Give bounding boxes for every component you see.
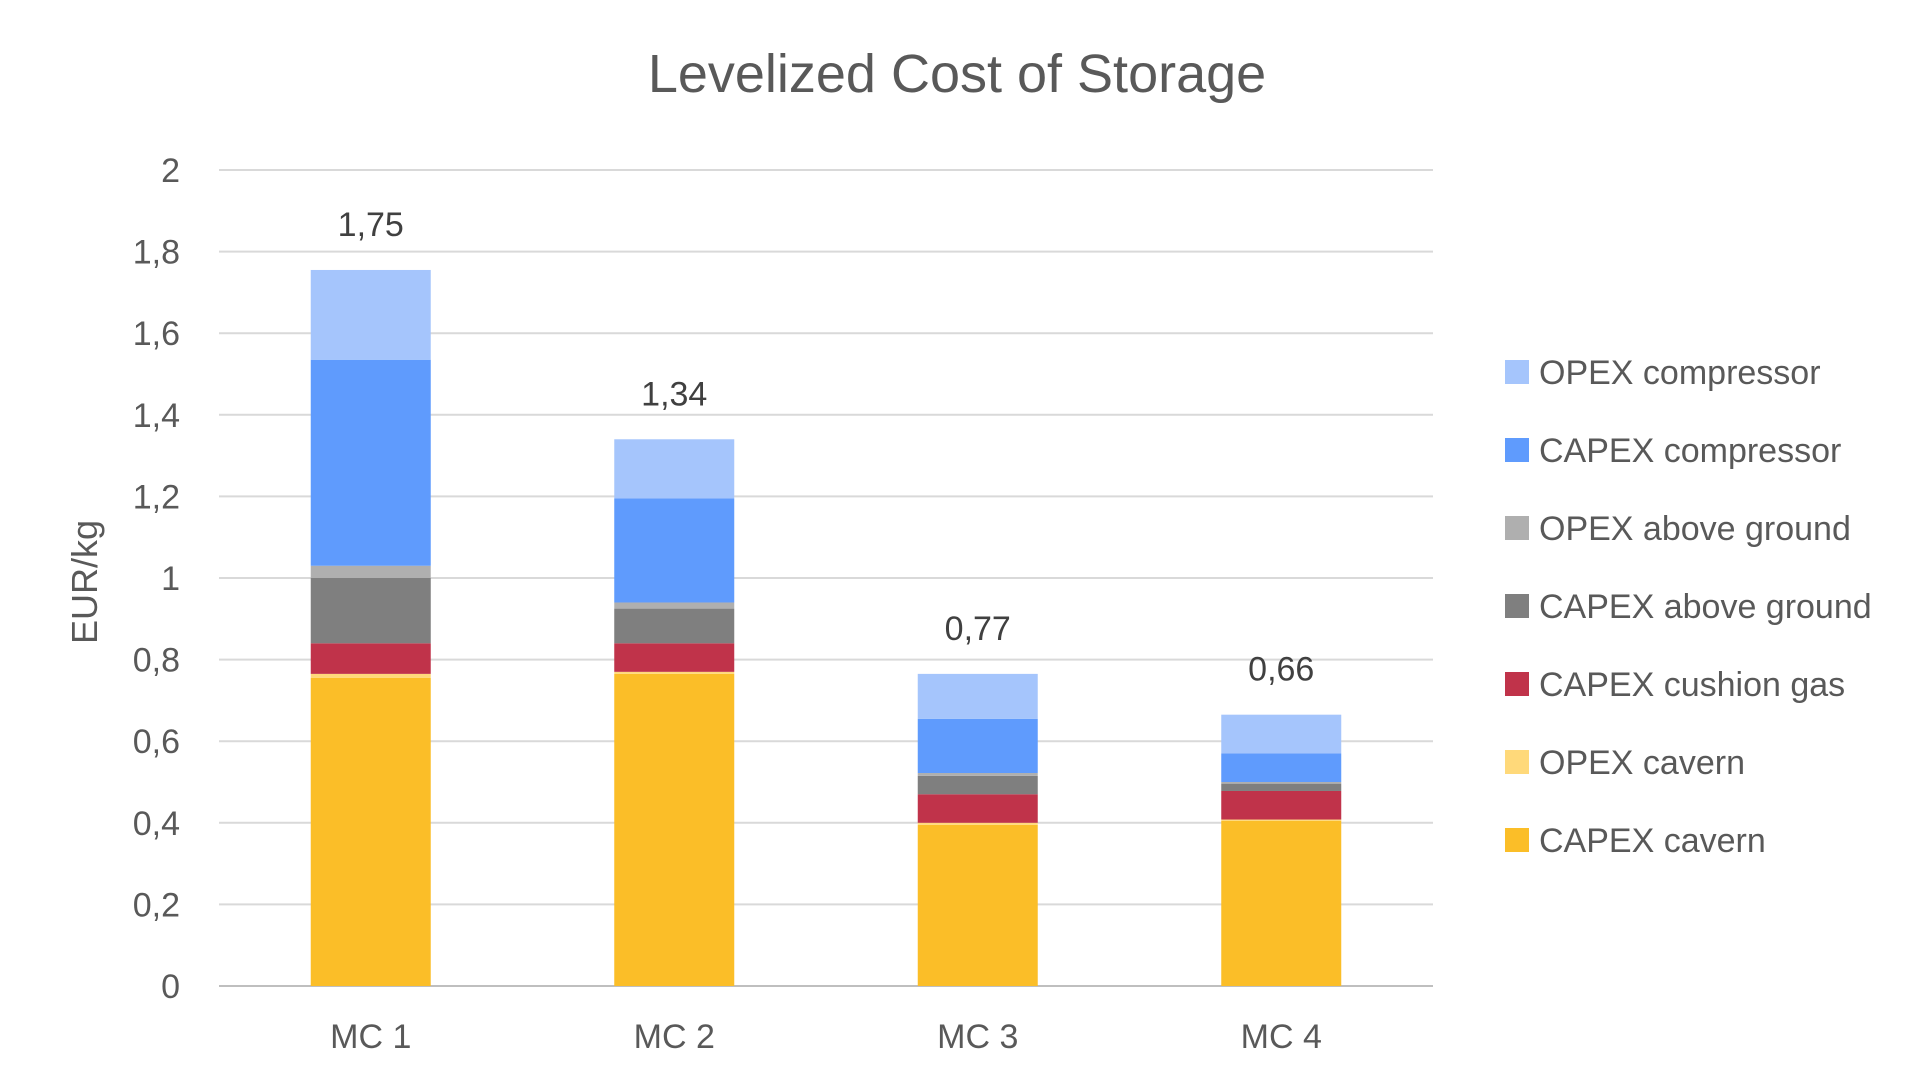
x-tick-label: MC 1 xyxy=(330,1018,411,1056)
legend-item: OPEX compressor xyxy=(1505,354,1821,392)
bar-segment-capex-compressor xyxy=(614,498,735,603)
legend-label: OPEX cavern xyxy=(1539,744,1745,782)
bar-segment-capex-cushion-gas xyxy=(917,794,1038,823)
legend: OPEX compressor CAPEX compressor OPEX abov… xyxy=(1505,354,1872,860)
legend-item: OPEX above ground xyxy=(1505,510,1851,548)
bar-segment-capex-cushion-gas xyxy=(614,643,735,672)
y-tick-label: 1,2 xyxy=(133,478,180,516)
legend-label: OPEX compressor xyxy=(1539,354,1821,392)
bar-segment-opex-cavern xyxy=(917,822,1038,825)
bar-segment-opex-cavern xyxy=(1221,819,1342,821)
legend-item: CAPEX cushion gas xyxy=(1505,666,1845,704)
legend-label: CAPEX cavern xyxy=(1539,822,1766,860)
bar-segment-opex-compressor xyxy=(310,269,431,360)
bar-segment-opex-above-ground xyxy=(310,565,431,578)
bar-segment-capex-above-ground xyxy=(614,608,735,644)
bar-segment-capex-above-ground xyxy=(1221,783,1342,791)
legend-label: CAPEX cushion gas xyxy=(1539,666,1845,704)
legend-item: CAPEX cavern xyxy=(1505,822,1766,860)
y-tick-label: 1,8 xyxy=(133,234,180,272)
legend-swatch xyxy=(1505,672,1529,696)
bar-segment-opex-compressor xyxy=(917,673,1038,719)
y-tick-label: 0 xyxy=(161,968,180,1006)
legend-label: OPEX above ground xyxy=(1539,510,1851,548)
bar-segment-capex-cushion-gas xyxy=(1221,790,1342,820)
y-tick-label: 0,2 xyxy=(133,886,180,924)
legend-label: CAPEX compressor xyxy=(1539,432,1841,470)
total-label: 1,75 xyxy=(338,206,404,244)
legend-swatch xyxy=(1505,438,1529,462)
y-tick-label: 1,6 xyxy=(133,315,180,353)
bar-segment-capex-cavern xyxy=(310,677,431,986)
total-label: 0,77 xyxy=(945,610,1011,648)
bar-segment-capex-compressor xyxy=(1221,753,1342,782)
y-axis-label: EUR/kg xyxy=(64,520,105,644)
x-tick-label: MC 3 xyxy=(937,1018,1018,1056)
bar-segment-opex-compressor xyxy=(614,439,735,499)
bar-segment-capex-cavern xyxy=(1221,820,1342,986)
bar-segment-capex-above-ground xyxy=(917,775,1038,795)
legend-swatch xyxy=(1505,360,1529,384)
total-label: 0,66 xyxy=(1248,651,1314,689)
y-tick-label: 1 xyxy=(161,560,180,598)
y-tick-label: 0,8 xyxy=(133,642,180,680)
x-tick-label: MC 4 xyxy=(1241,1018,1322,1056)
bar-segment-opex-compressor xyxy=(1221,714,1342,754)
bar-segment-opex-cavern xyxy=(310,673,431,678)
legend-item: OPEX cavern xyxy=(1505,744,1745,782)
y-axis-ticks: 0 0,2 0,4 0,6 0,8 1 1,2 1,4 1,6 1,8 2 xyxy=(133,152,180,1006)
bar-segment-opex-above-ground xyxy=(917,773,1038,776)
total-labels: 1,75 1,34 0,77 0,66 xyxy=(338,206,1315,689)
bar-segment-capex-above-ground xyxy=(310,578,431,644)
bar-segment-capex-cushion-gas xyxy=(310,643,431,674)
total-label: 1,34 xyxy=(641,375,707,413)
legend-swatch xyxy=(1505,516,1529,540)
y-tick-label: 1,4 xyxy=(133,397,180,435)
legend-swatch xyxy=(1505,828,1529,852)
legend-swatch xyxy=(1505,750,1529,774)
bar-segment-capex-compressor xyxy=(917,718,1038,774)
chart-title: Levelized Cost of Storage xyxy=(648,44,1266,104)
bar-segment-capex-cavern xyxy=(917,824,1038,986)
bar-segment-opex-cavern xyxy=(614,671,735,674)
x-tick-label: MC 2 xyxy=(634,1018,715,1056)
legend-item: CAPEX compressor xyxy=(1505,432,1841,470)
y-tick-label: 0,6 xyxy=(133,723,180,761)
legend-swatch xyxy=(1505,594,1529,618)
y-tick-label: 0,4 xyxy=(133,805,180,843)
bar-segment-opex-above-ground xyxy=(614,602,735,609)
bar-segment-opex-above-ground xyxy=(1221,782,1342,784)
y-tick-label: 2 xyxy=(161,152,180,190)
legend-label: CAPEX above ground xyxy=(1539,588,1872,626)
legend-item: CAPEX above ground xyxy=(1505,588,1872,626)
bar-segment-capex-cavern xyxy=(614,673,735,986)
bars xyxy=(310,269,1342,986)
bar-segment-capex-compressor xyxy=(310,359,431,566)
x-axis-ticks: MC 1 MC 2 MC 3 MC 4 xyxy=(330,1018,1322,1056)
